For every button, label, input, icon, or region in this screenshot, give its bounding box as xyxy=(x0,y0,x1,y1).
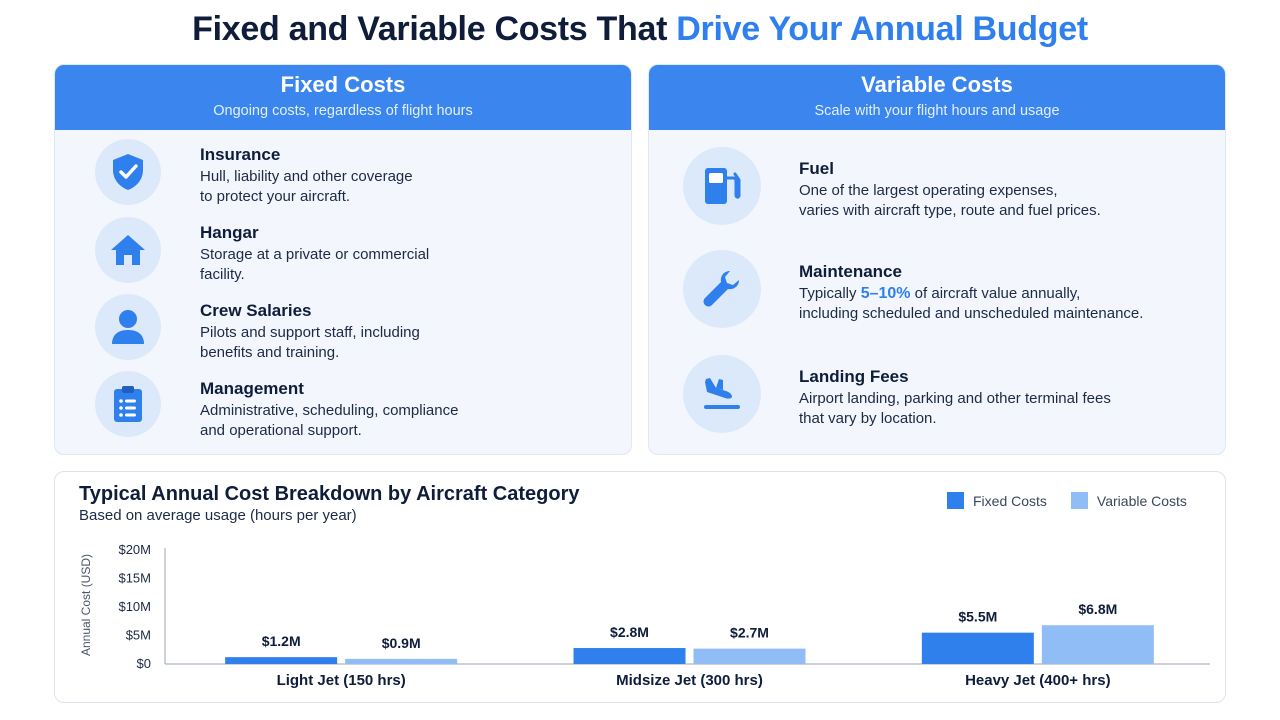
bar-data-label: $0.9M xyxy=(382,635,421,651)
clipboard-icon xyxy=(95,371,161,437)
cost-item-desc: Storage at a private or commercial xyxy=(200,246,430,263)
bar-data-label: $2.8M xyxy=(610,624,649,640)
airplane-landing-icon xyxy=(683,355,761,433)
shield-check-icon xyxy=(95,139,161,205)
house-icon xyxy=(95,217,161,283)
chart-legend: Fixed Costs Variable Costs xyxy=(947,492,1211,509)
cost-item-desc: benefits and training. xyxy=(200,344,340,361)
maintenance-percent-highlight: 5–10% xyxy=(860,285,911,302)
cost-item-title: Insurance xyxy=(200,145,281,164)
cost-item-title: Crew Salaries xyxy=(200,301,312,320)
fixed-costs-header: Fixed Costs Ongoing costs, regardless of… xyxy=(55,65,631,130)
variable-costs-header: Variable Costs Scale with your flight ho… xyxy=(649,65,1225,130)
bar-fixed xyxy=(573,648,686,664)
bar-fixed xyxy=(225,657,338,664)
x-category-label: Heavy Jet (400+ hrs) xyxy=(965,672,1111,689)
variable-costs-title: Variable Costs xyxy=(861,72,1013,97)
person-icon xyxy=(95,294,161,360)
page-title-part1: Fixed and Variable Costs That xyxy=(192,10,668,48)
cost-item-desc: Administrative, scheduling, compliance xyxy=(200,402,459,419)
bar-data-label: $6.8M xyxy=(1078,601,1117,617)
y-tick-label: $5M xyxy=(126,628,151,643)
x-category-label: Light Jet (150 hrs) xyxy=(277,672,406,689)
legend-item-fixed: Fixed Costs xyxy=(947,492,1047,509)
fixed-costs-panel: Fixed Costs Ongoing costs, regardless of… xyxy=(54,64,632,455)
legend-label-variable: Variable Costs xyxy=(1096,492,1187,509)
x-category-label: Midsize Jet (300 hrs) xyxy=(616,672,763,689)
cost-item-desc: One of the largest operating expenses, xyxy=(799,182,1058,199)
cost-item-title: Maintenance xyxy=(799,262,902,281)
y-tick-label: $10M xyxy=(118,599,151,614)
cost-item-desc: Typically 5–10% of aircraft value annual… xyxy=(799,284,1219,304)
y-axis-title: Annual Cost (USD) xyxy=(79,554,93,656)
cost-item-desc: to protect your aircraft. xyxy=(200,188,351,205)
cost-breakdown-chart-panel: Typical Annual Cost Breakdown by Aircraf… xyxy=(54,471,1226,703)
maintenance-desc-pre: Typically xyxy=(799,285,861,302)
cost-item-desc: Hull, liability and other coverage xyxy=(200,168,413,185)
cost-item-desc: that vary by location. xyxy=(799,410,937,427)
variable-costs-subtitle: Scale with your flight hours and usage xyxy=(814,103,1060,119)
cost-item-title: Landing Fees xyxy=(799,367,909,386)
y-tick-label: $15M xyxy=(118,571,151,586)
bar-variable xyxy=(1041,625,1154,664)
bar-variable xyxy=(345,658,458,664)
legend-swatch-variable xyxy=(1070,492,1088,509)
y-tick-label: $20M xyxy=(118,542,151,557)
y-tick-label: $0 xyxy=(137,656,151,671)
bar-chart: Annual Cost (USD) $0 $5M $10M $15M $20M $1.2M $… xyxy=(79,542,1210,689)
chart-subtitle: Based on average usage (hours per year) xyxy=(79,507,357,524)
chart-title: Typical Annual Cost Breakdown by Aircraf… xyxy=(79,483,580,505)
variable-costs-panel: Variable Costs Scale with your flight ho… xyxy=(648,64,1226,455)
page-title: Fixed and Variable Costs That Drive Your… xyxy=(0,10,1280,49)
bar-data-label: $2.7M xyxy=(730,625,769,641)
cost-item-title: Management xyxy=(200,379,304,398)
maintenance-desc-post: of aircraft value annually, xyxy=(910,285,1081,302)
cost-item-desc: varies with aircraft type, route and fue… xyxy=(799,202,1101,219)
bar-data-label: $5.5M xyxy=(958,609,997,625)
cost-item-title: Hangar xyxy=(200,223,259,242)
legend-item-variable: Variable Costs xyxy=(1070,492,1187,509)
fixed-costs-subtitle: Ongoing costs, regardless of flight hour… xyxy=(213,103,473,119)
fuel-pump-icon xyxy=(683,147,761,225)
legend-swatch-fixed xyxy=(947,492,964,509)
cost-item-title: Fuel xyxy=(799,159,834,178)
page-title-part2: Drive Your Annual Budget xyxy=(676,10,1088,48)
legend-label-fixed: Fixed Costs xyxy=(973,492,1047,509)
wrench-icon xyxy=(683,250,761,328)
fixed-costs-title: Fixed Costs xyxy=(280,72,406,97)
cost-item-desc: Pilots and support staff, including xyxy=(200,324,420,341)
cost-item-desc: Airport landing, parking and other termi… xyxy=(799,390,1111,407)
bar-variable xyxy=(693,648,806,664)
bar-data-label: $1.2M xyxy=(262,633,301,649)
cost-item-desc: and operational support. xyxy=(200,422,362,439)
cost-item-desc: facility. xyxy=(200,266,245,283)
cost-item-desc: including scheduled and unscheduled main… xyxy=(799,305,1144,322)
bar-fixed xyxy=(921,632,1034,664)
